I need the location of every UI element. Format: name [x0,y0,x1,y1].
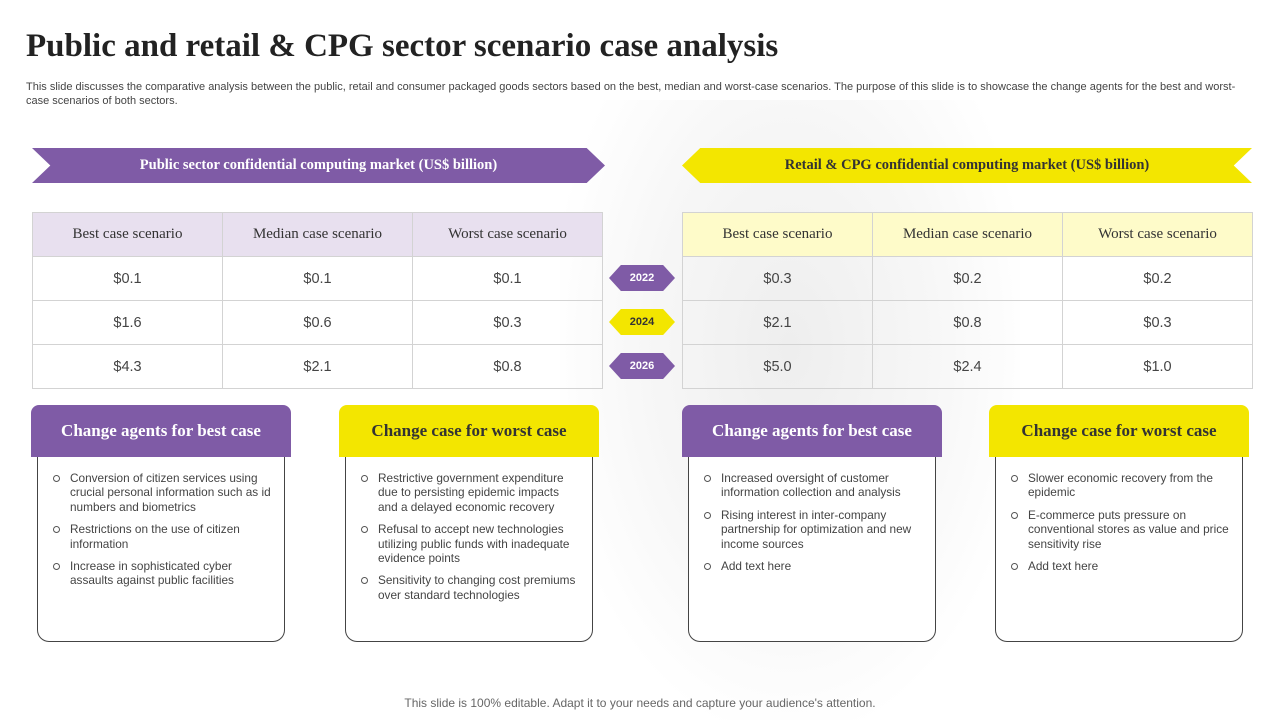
header-best-case: Best case scenario [32,212,223,257]
card-body [37,445,285,642]
card-body [995,445,1243,642]
table-cell: $1.6 [32,300,223,345]
table-cell: $0.8 [412,344,603,389]
card-list: Increased oversight of customer informat… [702,471,924,581]
table-cell: $1.0 [1062,344,1253,389]
list-item: Increased oversight of customer informat… [702,471,924,500]
table-row: $1.6 $0.6 $0.3 [32,300,603,345]
table-cell: $4.3 [32,344,223,389]
table-cell: $0.1 [32,256,223,301]
public-worst-case-card: Change case for worst case Restrictive g… [339,405,599,642]
table-cell: $2.4 [872,344,1063,389]
card-list: Slower economic recovery from the epidem… [1009,471,1231,581]
table-cell: $0.2 [872,256,1063,301]
header-median-case: Median case scenario [222,212,413,257]
table-row: $0.1 $0.1 $0.1 [32,256,603,301]
table-row: $0.3 $0.2 $0.2 [682,256,1253,301]
list-item: Restrictions on the use of citizen infor… [51,522,273,551]
card-body [688,445,936,642]
footer-note: This slide is 100% editable. Adapt it to… [404,696,876,710]
table-row: $2.1 $0.8 $0.3 [682,300,1253,345]
list-item: Add text here [1009,559,1231,573]
page-title: Public and retail & CPG sector scenario … [26,28,779,64]
retail-worst-case-card: Change case for worst case Slower econom… [989,405,1249,642]
table-cell: $0.1 [412,256,603,301]
table-cell: $0.3 [682,256,873,301]
card-title: Change case for worst case [339,405,599,457]
table-row: $5.0 $2.4 $1.0 [682,344,1253,389]
list-item: Refusal to accept new technologies utili… [359,522,581,565]
card-list: Conversion of citizen services using cru… [51,471,273,596]
header-median-case: Median case scenario [872,212,1063,257]
year-badge-2026: 2026 [609,353,675,379]
table-cell: $2.1 [682,300,873,345]
list-item: E-commerce puts pressure on conventional… [1009,508,1231,551]
public-sector-banner: Public sector confidential computing mar… [32,148,605,183]
retail-best-case-card: Change agents for best case Increased ov… [682,405,942,642]
public-best-case-card: Change agents for best case Conversion o… [31,405,291,642]
table-header-row: Best case scenario Median case scenario … [32,212,603,257]
page-subtitle: This slide discusses the comparative ana… [26,81,1236,107]
table-row: $4.3 $2.1 $0.8 [32,344,603,389]
table-cell: $5.0 [682,344,873,389]
table-cell: $0.3 [412,300,603,345]
list-item: Conversion of citizen services using cru… [51,471,273,514]
list-item: Slower economic recovery from the epidem… [1009,471,1231,500]
header-worst-case: Worst case scenario [412,212,603,257]
list-item: Rising interest in inter-company partner… [702,508,924,551]
table-cell: $0.8 [872,300,1063,345]
list-item: Increase in sophisticated cyber assaults… [51,559,273,588]
retail-sector-table: Best case scenario Median case scenario … [682,212,1253,389]
card-body [345,445,593,642]
card-title: Change case for worst case [989,405,1249,457]
year-badge-2022: 2022 [609,265,675,291]
public-sector-table: Best case scenario Median case scenario … [32,212,603,389]
year-badge-2024: 2024 [609,309,675,335]
header-worst-case: Worst case scenario [1062,212,1253,257]
header-best-case: Best case scenario [682,212,873,257]
table-header-row: Best case scenario Median case scenario … [682,212,1253,257]
list-item: Restrictive government expenditure due t… [359,471,581,514]
card-title: Change agents for best case [31,405,291,457]
table-cell: $0.1 [222,256,413,301]
card-list: Restrictive government expenditure due t… [359,471,581,610]
table-cell: $0.2 [1062,256,1253,301]
list-item: Add text here [702,559,924,573]
list-item: Sensitivity to changing cost premiums ov… [359,573,581,602]
table-cell: $0.6 [222,300,413,345]
table-cell: $2.1 [222,344,413,389]
card-title: Change agents for best case [682,405,942,457]
table-cell: $0.3 [1062,300,1253,345]
retail-sector-banner: Retail & CPG confidential computing mark… [682,148,1252,183]
